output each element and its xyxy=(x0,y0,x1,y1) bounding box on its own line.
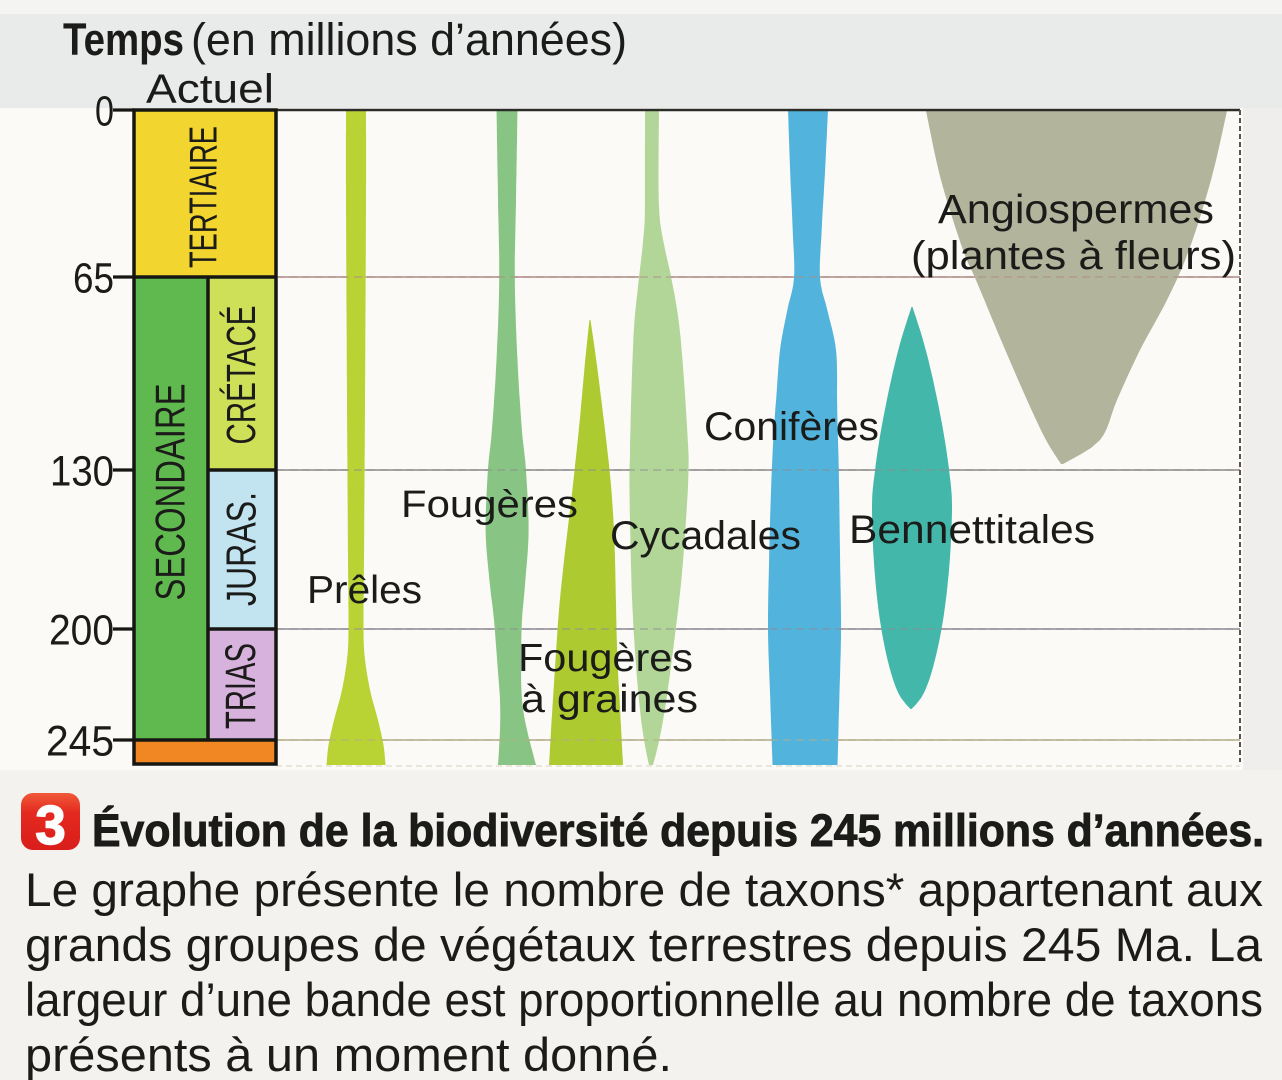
svg-text:0: 0 xyxy=(95,88,114,136)
svg-text:présents à un moment donné.: présents à un moment donné. xyxy=(25,1028,672,1080)
svg-text:Prêles: Prêles xyxy=(307,569,422,612)
svg-text:CRÉTACÉ: CRÉTACÉ xyxy=(218,306,264,445)
svg-text:3: 3 xyxy=(35,794,66,856)
svg-text:SECONDAIRE: SECONDAIRE xyxy=(147,384,194,601)
svg-text:130: 130 xyxy=(50,448,114,496)
svg-text:(plantes à fleurs): (plantes à fleurs) xyxy=(911,234,1236,278)
svg-text:Fougères: Fougères xyxy=(518,637,693,680)
svg-text:Angiospermes: Angiospermes xyxy=(938,186,1214,232)
svg-text:245: 245 xyxy=(46,718,114,766)
svg-text:Cycadales: Cycadales xyxy=(610,514,801,558)
svg-text:largeur d’une bande est propor: largeur d’une bande est proportionnelle … xyxy=(25,973,1263,1026)
svg-text:Bennettitales: Bennettitales xyxy=(849,508,1095,552)
svg-text:Évolution de la biodiversité d: Évolution de la biodiversité depuis 245 … xyxy=(92,805,1264,856)
svg-text:200: 200 xyxy=(49,607,114,655)
svg-text:Temps(en millions d’années): Temps (en millions d’années) xyxy=(63,14,627,65)
svg-text:TRIAS: TRIAS xyxy=(217,643,265,729)
svg-text:Conifères: Conifères xyxy=(704,405,879,449)
svg-text:TERTIAIRE: TERTIAIRE xyxy=(183,126,226,268)
svg-text:Le graphe présente le nombre d: Le graphe présente le nombre de taxons* … xyxy=(25,863,1263,916)
svg-text:JURAS.: JURAS. xyxy=(218,492,265,606)
svg-text:à graines: à graines xyxy=(521,678,698,721)
svg-text:grands groupes de végétaux ter: grands groupes de végétaux terrestres de… xyxy=(25,918,1263,971)
svg-text:Actuel: Actuel xyxy=(146,66,274,112)
svg-text:Fougères: Fougères xyxy=(401,484,578,526)
svg-text:65: 65 xyxy=(73,255,114,303)
